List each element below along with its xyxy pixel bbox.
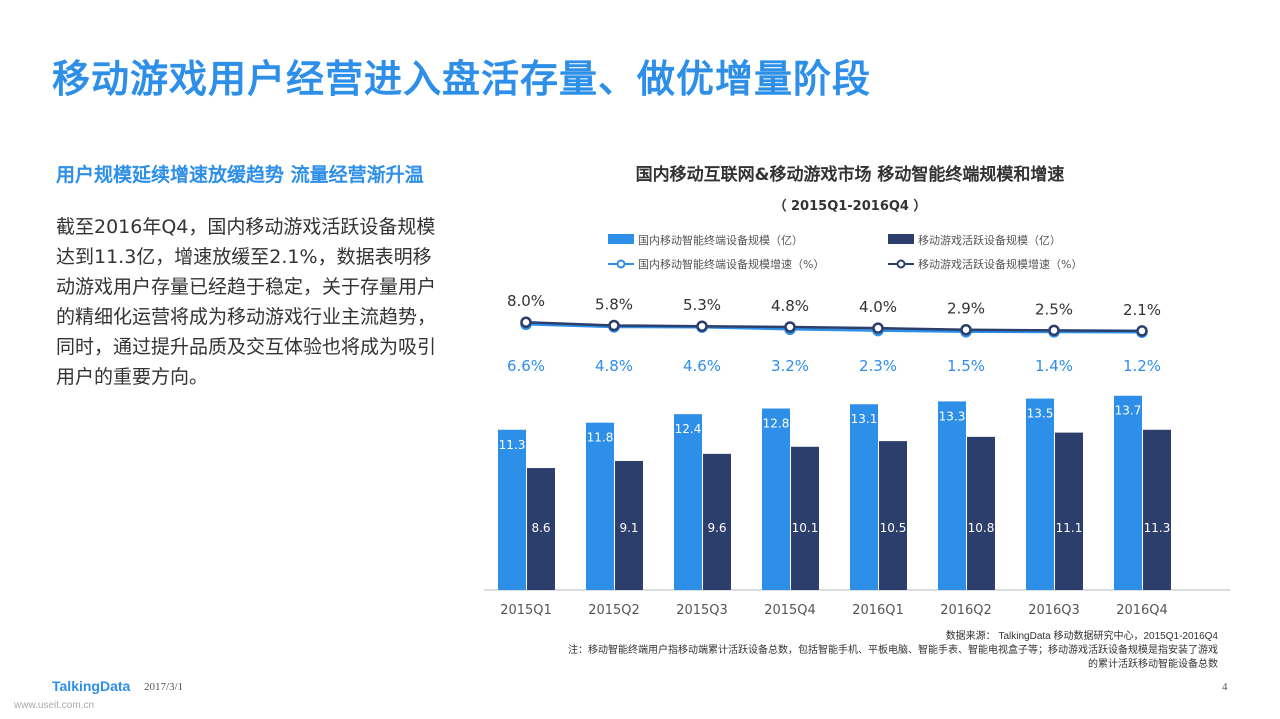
bar-label-device-scale: 13.7 <box>1115 404 1142 418</box>
bar-label-game-scale: 10.5 <box>880 521 907 535</box>
data-label-device-growth: 1.4% <box>1035 357 1073 375</box>
bar-device-scale <box>1026 398 1054 590</box>
section-subtitle: 用户规模延续增速放缓趋势 流量经营渐升温 <box>56 164 424 186</box>
point-game-growth <box>1048 324 1060 337</box>
legend-swatch-game-scale <box>888 234 914 244</box>
legend-marker-game-growth <box>896 259 906 269</box>
line-game-growth <box>525 320 1143 333</box>
bar-label-game-scale: 11.1 <box>1056 521 1083 535</box>
bar-label-game-scale: 9.1 <box>619 521 638 535</box>
legend-label-device-growth: 国内移动智能终端设备规模增速（%） <box>638 257 824 271</box>
plot-area: 11.3 8.6 2015Q1 11.8 9.1 2015Q2 12.4 9.6 2015Q3 1… <box>484 292 1230 618</box>
chart-title: 国内移动互联网&移动游戏市场 移动智能终端规模和增速 <box>636 164 1065 185</box>
legend-label-game-growth: 移动游戏活跃设备规模增速（%） <box>918 257 1082 271</box>
data-label-device-growth: 6.6% <box>507 357 545 375</box>
chart-subtitle: （ 2015Q1-2016Q4 ） <box>773 198 926 214</box>
note-text-line1: 注：移动智能终端用户指移动端累计活跃设备总数，包括智能手机、平板电脑、智能手表、… <box>568 643 1218 656</box>
chart-legend: 国内移动智能终端设备规模（亿） 移动游戏活跃设备规模（亿） 国内移动智能终端设备… <box>608 233 1082 271</box>
x-tick-label: 2015Q4 <box>764 603 816 618</box>
data-label-game-growth: 5.3% <box>683 296 721 314</box>
note-text-line2: 的累计活跃移动智能设备总数 <box>1088 657 1218 670</box>
bar-game-scale <box>703 453 731 590</box>
bar-label-device-scale: 11.3 <box>499 438 526 452</box>
data-label-device-growth: 4.8% <box>595 357 633 375</box>
data-label-device-growth: 1.2% <box>1123 357 1161 375</box>
point-game-growth <box>696 320 708 332</box>
data-label-game-growth: 2.5% <box>1035 300 1073 318</box>
bar-game-scale <box>1143 429 1171 590</box>
x-tick-label: 2016Q4 <box>1116 603 1168 618</box>
bar-device-scale <box>586 422 614 590</box>
bar-game-scale <box>615 460 643 590</box>
bar-game-scale <box>1055 432 1083 590</box>
bar-label-game-scale: 11.3 <box>1144 521 1171 535</box>
point-game-growth <box>1136 325 1148 337</box>
legend-marker-device-growth <box>616 259 626 269</box>
device-scale-chart: 国内移动互联网&移动游戏市场 移动智能终端规模和增速 （ 2015Q1-2016… <box>484 164 1230 670</box>
bar-game-scale <box>527 468 555 590</box>
data-label-game-growth: 8.0% <box>507 292 545 310</box>
bar-label-device-scale: 12.8 <box>763 416 790 430</box>
data-label-game-growth: 2.1% <box>1123 301 1161 319</box>
x-tick-label: 2015Q1 <box>500 603 552 618</box>
bar-label-device-scale: 11.8 <box>587 431 614 445</box>
bar-device-scale <box>762 408 790 590</box>
bar-device-scale <box>938 401 966 590</box>
point-game-growth <box>784 321 796 333</box>
bar-label-device-scale: 12.4 <box>675 422 702 436</box>
page-number: 4 <box>1222 681 1228 693</box>
data-label-game-growth: 4.8% <box>771 297 809 315</box>
x-tick-label: 2015Q2 <box>588 603 640 618</box>
legend-label-game-scale: 移动游戏活跃设备规模（亿） <box>918 233 1061 247</box>
x-tick-label: 2016Q1 <box>852 603 904 618</box>
bar-game-scale <box>967 436 995 590</box>
x-tick-label: 2016Q3 <box>1028 603 1080 618</box>
bar-label-device-scale: 13.5 <box>1027 407 1054 421</box>
data-label-device-growth: 1.5% <box>947 357 985 375</box>
bar-label-game-scale: 8.6 <box>531 521 550 535</box>
bar-game-scale <box>879 441 907 590</box>
bar-label-device-scale: 13.3 <box>939 409 966 423</box>
body-paragraph: 截至2016年Q4，国内移动游戏活跃设备规模达到11.3亿，增速放缓至2.1%，… <box>56 216 437 388</box>
bar-game-scale <box>791 446 819 590</box>
data-label-game-growth: 2.9% <box>947 300 985 318</box>
data-label-device-growth: 2.3% <box>859 357 897 375</box>
legend-label-device-scale: 国内移动智能终端设备规模（亿） <box>638 233 803 247</box>
bar-device-scale <box>498 429 526 590</box>
bar-label-game-scale: 10.8 <box>968 521 995 535</box>
watermark: www.useit.com.cn <box>14 700 95 711</box>
bar-label-game-scale: 9.6 <box>707 521 726 535</box>
footer-date: 2017/3/1 <box>144 681 184 693</box>
bar-label-device-scale: 13.1 <box>851 412 878 426</box>
source-text: 数据来源： TalkingData 移动数据研究中心，2015Q1-2016Q4 <box>946 629 1219 642</box>
line-device-growth <box>525 323 1143 334</box>
data-label-device-growth: 4.6% <box>683 357 721 375</box>
bar-device-scale <box>674 414 702 590</box>
point-game-growth <box>520 316 532 328</box>
x-tick-label: 2016Q2 <box>940 603 992 618</box>
point-game-growth <box>960 323 972 336</box>
point-game-growth <box>872 322 884 334</box>
data-label-game-growth: 4.0% <box>859 298 897 316</box>
bar-device-scale <box>1114 395 1142 590</box>
bar-label-game-scale: 10.1 <box>792 521 819 535</box>
data-label-device-growth: 3.2% <box>771 357 809 375</box>
talkingdata-logo: TalkingData <box>52 678 131 694</box>
data-label-game-growth: 5.8% <box>595 295 633 313</box>
point-game-growth <box>608 319 620 332</box>
bar-device-scale <box>850 404 878 590</box>
x-tick-label: 2015Q3 <box>676 603 728 618</box>
legend-swatch-device-scale <box>608 234 634 244</box>
page-title: 移动游戏用户经营进入盘活存量、做优增量阶段 <box>52 57 872 101</box>
